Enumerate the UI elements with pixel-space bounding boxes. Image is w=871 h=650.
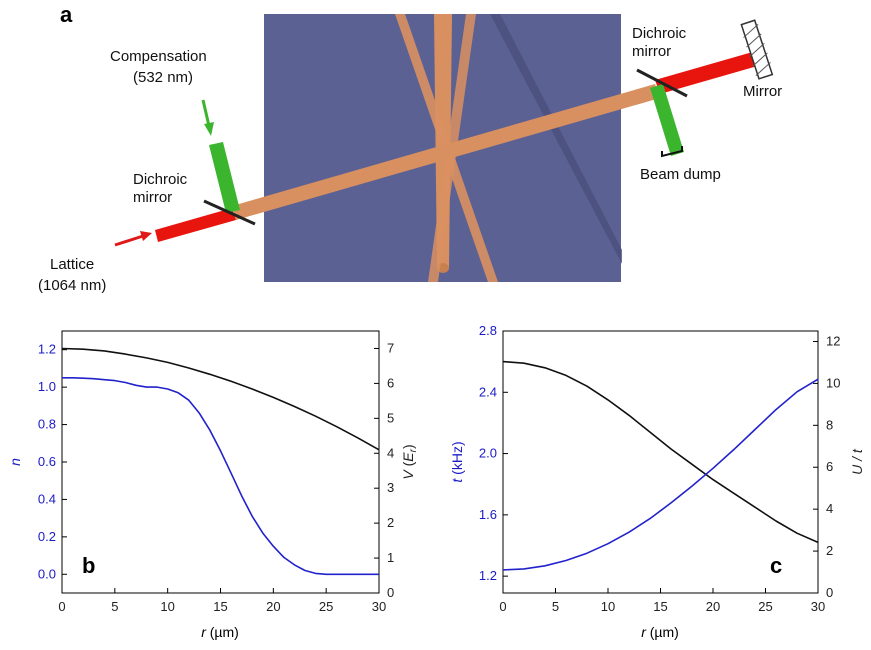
- left-tick-label: 0.2: [38, 529, 56, 544]
- x-tick-label: 15: [653, 599, 667, 614]
- label-compensation-wavelength: (532 nm): [133, 69, 193, 86]
- x-tick-label: 20: [706, 599, 720, 614]
- series-line-left: [62, 376, 379, 576]
- dichroic-mirror-left: [203, 199, 256, 226]
- right-tick-label: 3: [387, 480, 394, 495]
- x-tick-label: 10: [601, 599, 615, 614]
- right-tick-label: 4: [387, 445, 394, 460]
- chart-marks: 0 5 10 15 20 25 30 0.0 0.2 0.4 0.6 0.8 1.0 1.2 0 1 2 3 4 5 6…: [38, 340, 394, 614]
- right-tick-label: 7: [387, 340, 394, 355]
- lattice-arrow-icon: [114, 231, 152, 247]
- dump-beam: [650, 84, 684, 156]
- x-tick-label: 0: [499, 599, 506, 614]
- label-dichroic-right-1: Dichroic: [632, 25, 687, 42]
- series-line-right: [61, 347, 380, 451]
- schematic-panel: a: [38, 2, 782, 294]
- right-tick-label: 4: [826, 501, 833, 516]
- left-tick-label: 1.6: [479, 507, 497, 522]
- panel-c-letter: c: [770, 553, 782, 578]
- left-axis-title: t (kHz): [449, 441, 465, 482]
- compensation-beam: [209, 142, 240, 213]
- combined-beam: [232, 84, 660, 220]
- right-tick-label: 2: [387, 515, 394, 530]
- compensation-arrow-icon: [201, 99, 214, 136]
- left-tick-label: 0.8: [38, 417, 56, 432]
- x-tick-label: 30: [811, 599, 825, 614]
- left-tick-label: 1.2: [38, 342, 56, 357]
- right-tick-label: 2: [826, 543, 833, 558]
- right-tick-label: 8: [826, 417, 833, 432]
- label-mirror: Mirror: [743, 83, 782, 100]
- right-tick-label: 5: [387, 410, 394, 425]
- right-tick-label: 6: [387, 375, 394, 390]
- beam-dump-icon: [661, 146, 683, 158]
- right-tick-label: 1: [387, 550, 394, 565]
- x-tick-label: 5: [111, 599, 118, 614]
- x-tick-label: 25: [758, 599, 772, 614]
- left-tick-label: 1.2: [479, 568, 497, 583]
- right-tick-label: 0: [387, 585, 394, 600]
- lattice-beam-red-left: [155, 208, 236, 242]
- x-axis-title: r (µm): [201, 624, 239, 640]
- plot-frame: [61, 330, 380, 594]
- left-tick-label: 2.4: [479, 384, 497, 399]
- x-tick-label: 5: [552, 599, 559, 614]
- panel-a-letter: a: [60, 2, 73, 27]
- chart-panel-c: 0 5 10 15 20 25 30 1.2 1.6 2.0 2.4 2.8 0 2 4 6 8 10 12 c r…: [449, 323, 865, 640]
- left-tick-label: 2.0: [479, 446, 497, 461]
- left-tick-label: 2.8: [479, 323, 497, 338]
- dichroic-mirror-right: [636, 68, 688, 98]
- panel-b-letter: b: [82, 553, 95, 578]
- x-tick-label: 30: [372, 599, 386, 614]
- left-tick-label: 1.0: [38, 379, 56, 394]
- label-dichroic-left-2: mirror: [133, 189, 172, 206]
- x-tick-label: 25: [319, 599, 333, 614]
- right-axis-title: U / t: [849, 448, 865, 475]
- series-line-left: [502, 360, 819, 544]
- label-dichroic-right-2: mirror: [632, 43, 671, 60]
- left-axis-title: n: [7, 458, 23, 466]
- chart-marks: 0 5 10 15 20 25 30 1.2 1.6 2.0 2.4 2.8 0 2 4 6 8 10 12: [479, 323, 841, 614]
- right-tick-label: 12: [826, 333, 840, 348]
- x-tick-label: 15: [213, 599, 227, 614]
- series-line-right: [502, 378, 819, 571]
- label-compensation: Compensation: [110, 48, 207, 65]
- label-lattice: Lattice: [50, 256, 94, 273]
- label-beam-dump: Beam dump: [640, 166, 721, 183]
- right-axis-title: V (Er): [400, 444, 419, 479]
- x-tick-label: 20: [266, 599, 280, 614]
- right-tick-label: 6: [826, 459, 833, 474]
- label-lattice-wavelength: (1064 nm): [38, 277, 106, 294]
- x-axis-title: r (µm): [641, 624, 679, 640]
- lattice-beam-red-right: [655, 51, 761, 94]
- mirror-icon: [740, 19, 774, 80]
- left-tick-label: 0.0: [38, 566, 56, 581]
- left-tick-label: 0.4: [38, 491, 56, 506]
- right-tick-label: 0: [826, 585, 833, 600]
- label-dichroic-left-1: Dichroic: [133, 171, 188, 188]
- x-tick-label: 10: [160, 599, 174, 614]
- shadow-beam: [490, 14, 622, 264]
- chart-panel-b: 0 5 10 15 20 25 30 0.0 0.2 0.4 0.6 0.8 1.0 1.2 0 1 2 3 4 5 6…: [7, 330, 419, 640]
- right-tick-label: 10: [826, 375, 840, 390]
- left-tick-label: 0.6: [38, 454, 56, 469]
- x-tick-label: 0: [58, 599, 65, 614]
